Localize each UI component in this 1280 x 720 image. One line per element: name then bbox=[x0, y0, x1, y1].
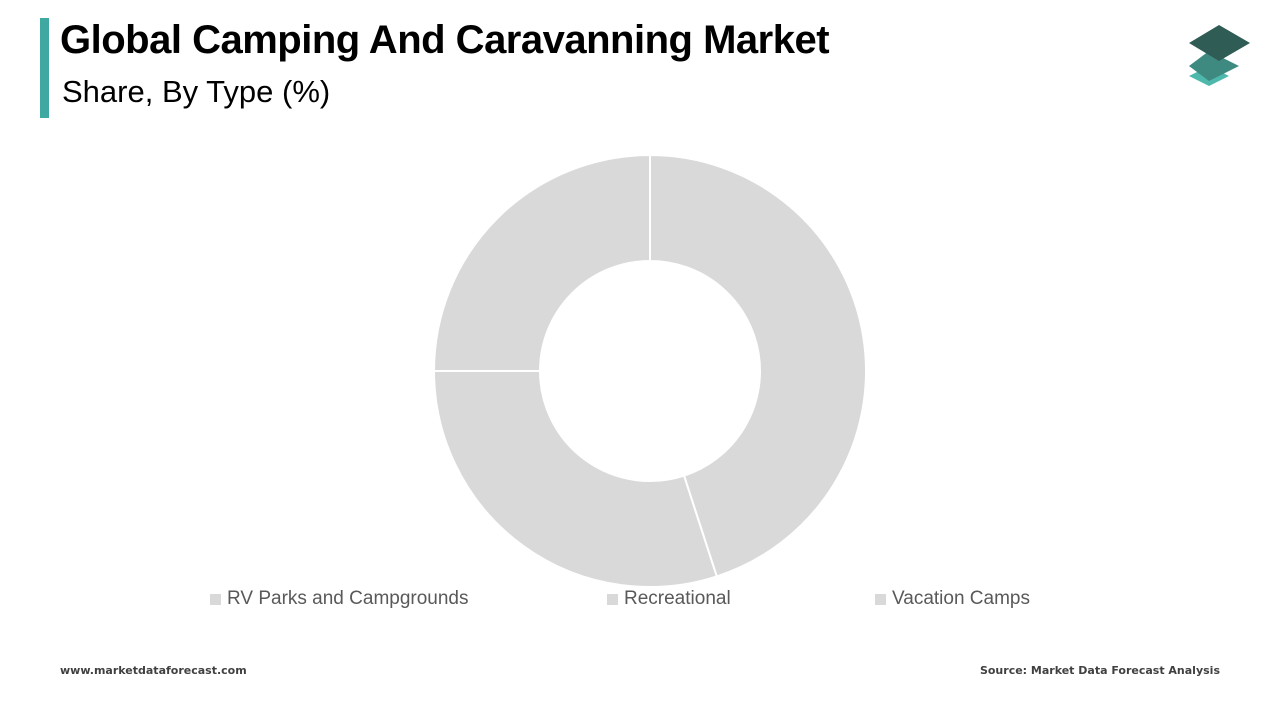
legend-item: Vacation Camps bbox=[875, 588, 1030, 610]
chart-title: Global Camping And Caravanning Market bbox=[60, 18, 830, 62]
chart-subtitle: Share, By Type (%) bbox=[62, 74, 331, 109]
logo-layer-top bbox=[1189, 25, 1250, 61]
accent-bar bbox=[40, 18, 49, 118]
donut-slice-vacation-camps bbox=[432, 153, 651, 372]
legend-label: Vacation Camps bbox=[892, 588, 1030, 609]
logo-layer-middle bbox=[1189, 51, 1239, 81]
stacked-layers-icon bbox=[1189, 25, 1250, 86]
footer-source: Source: Market Data Forecast Analysis bbox=[979, 664, 1220, 677]
legend-label: RV Parks and Campgrounds bbox=[227, 588, 469, 609]
legend-item: RV Parks and Campgrounds bbox=[210, 588, 469, 610]
legend-swatch bbox=[875, 593, 886, 605]
legend-item: Recreational bbox=[607, 588, 731, 610]
chart-legend: RV Parks and Campgrounds Recreational Vaca… bbox=[0, 588, 1280, 612]
donut-slice-rv-parks-and-campgrounds bbox=[649, 153, 867, 578]
donut-slice-recreational bbox=[432, 370, 719, 588]
legend-swatch bbox=[210, 593, 221, 605]
footer-website: www.marketdataforecast.com bbox=[60, 664, 247, 677]
legend-label: Recreational bbox=[624, 588, 731, 609]
legend-swatch bbox=[607, 593, 618, 605]
